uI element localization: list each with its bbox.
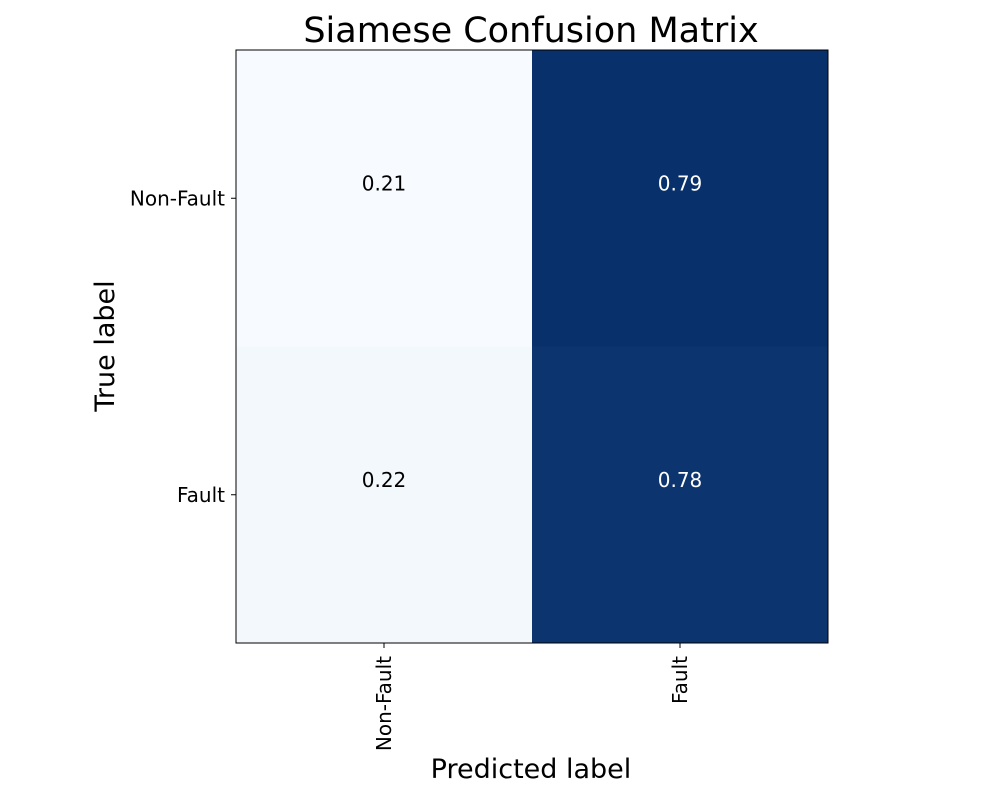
cell-value-label: 0.79 [658,171,703,195]
y-tick-label: Non-Fault [130,186,225,210]
x-axis-label: Predicted label [431,754,632,785]
heatmap-cells [236,50,828,643]
x-axis-ticks: Non-Fault Fault [372,643,692,751]
y-axis-label: True label [90,280,121,412]
heatmap-cell [532,50,828,347]
cell-value-label: 0.78 [658,468,703,492]
x-tick-label: Fault [668,656,692,704]
heatmap-cell [236,346,532,643]
y-axis-ticks: Non-Fault Fault [130,186,236,507]
chart-title: Siamese Confusion Matrix [303,11,758,51]
heatmap-cell [532,346,828,643]
cell-value-label: 0.22 [362,468,407,492]
x-tick-label: Non-Fault [372,656,396,751]
heatmap-cell [236,50,532,347]
cell-value-label: 0.21 [362,171,407,195]
y-tick-label: Fault [177,483,225,507]
heatmap-cell-labels: 0.21 0.79 0.22 0.78 [362,171,703,492]
plot-frame [235,49,829,644]
